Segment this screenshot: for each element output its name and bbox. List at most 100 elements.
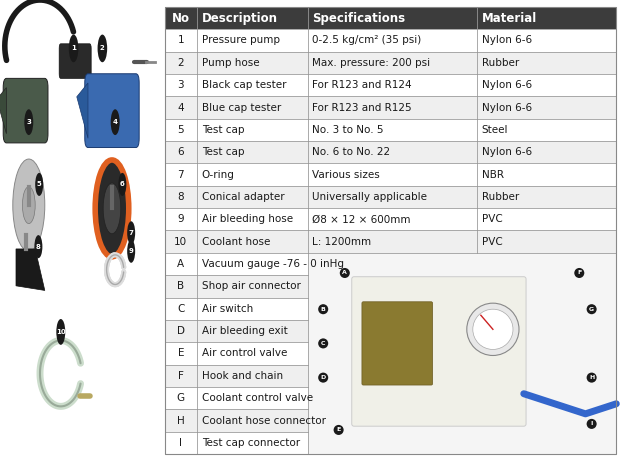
Text: 9: 9: [177, 214, 184, 225]
Bar: [197, 186, 308, 208]
Text: 1: 1: [177, 35, 184, 46]
Bar: [477, 52, 616, 74]
Bar: [197, 119, 308, 141]
Text: Coolant hose: Coolant hose: [202, 236, 270, 247]
Bar: [477, 208, 616, 230]
Bar: [197, 230, 308, 253]
Bar: [197, 74, 308, 96]
Bar: [164, 208, 197, 230]
Bar: [164, 431, 197, 454]
Text: Blue cap tester: Blue cap tester: [202, 102, 281, 112]
Text: Specifications: Specifications: [312, 12, 405, 24]
Text: F: F: [577, 271, 582, 276]
Text: 3: 3: [27, 119, 31, 125]
Text: Steel: Steel: [482, 125, 508, 135]
Bar: [197, 365, 308, 387]
Circle shape: [95, 160, 129, 257]
Text: B: B: [321, 307, 326, 312]
Text: Test cap: Test cap: [202, 147, 244, 157]
Bar: [197, 275, 308, 298]
Bar: [197, 431, 308, 454]
Polygon shape: [16, 249, 45, 290]
Text: Universally applicable: Universally applicable: [312, 192, 427, 202]
Text: Hook and chain: Hook and chain: [202, 371, 283, 381]
Text: PVC: PVC: [482, 236, 503, 247]
FancyBboxPatch shape: [362, 302, 433, 385]
Circle shape: [467, 303, 519, 355]
Text: 7: 7: [177, 170, 184, 180]
Circle shape: [334, 425, 343, 435]
Text: Nylon 6-6: Nylon 6-6: [482, 80, 532, 90]
Text: No. 6 to No. 22: No. 6 to No. 22: [312, 147, 391, 157]
Text: No. 3 to No. 5: No. 3 to No. 5: [312, 125, 384, 135]
Circle shape: [318, 372, 328, 383]
Text: Shop air connector: Shop air connector: [202, 281, 301, 291]
Bar: [308, 164, 477, 186]
Circle shape: [318, 304, 328, 314]
Text: 4: 4: [113, 119, 118, 125]
Bar: [164, 320, 197, 342]
Bar: [308, 141, 477, 164]
Text: L: 1200mm: L: 1200mm: [312, 236, 371, 247]
Text: Coolant control valve: Coolant control valve: [202, 393, 313, 403]
Bar: [164, 119, 197, 141]
Bar: [164, 365, 197, 387]
Bar: [308, 30, 477, 52]
Bar: [197, 7, 308, 30]
Text: 4: 4: [177, 102, 184, 112]
Text: Pressure pump: Pressure pump: [202, 35, 280, 46]
Text: D: D: [177, 326, 185, 336]
Circle shape: [34, 235, 42, 258]
Bar: [477, 30, 616, 52]
Text: 5: 5: [177, 125, 184, 135]
Circle shape: [56, 319, 65, 345]
Bar: [197, 342, 308, 365]
Bar: [164, 74, 197, 96]
Text: G: G: [589, 307, 594, 312]
Text: 2: 2: [177, 58, 184, 68]
FancyBboxPatch shape: [3, 78, 48, 143]
Text: A: A: [342, 271, 347, 276]
Bar: [164, 30, 197, 52]
Text: 2: 2: [100, 45, 105, 52]
Bar: [308, 186, 477, 208]
Text: D: D: [321, 375, 326, 380]
Text: Air switch: Air switch: [202, 304, 253, 314]
Bar: [197, 409, 308, 431]
Bar: [164, 7, 197, 30]
Circle shape: [574, 268, 584, 278]
Circle shape: [118, 173, 126, 196]
Bar: [164, 52, 197, 74]
Text: Max. pressure: 200 psi: Max. pressure: 200 psi: [312, 58, 430, 68]
Text: 10: 10: [174, 236, 187, 247]
Text: Vacuum gauge -76 - 0 inHg: Vacuum gauge -76 - 0 inHg: [202, 259, 343, 269]
Text: NBR: NBR: [482, 170, 504, 180]
Text: 3: 3: [177, 80, 184, 90]
Text: Various sizes: Various sizes: [312, 170, 380, 180]
Text: PVC: PVC: [482, 214, 503, 225]
Text: For R123 and R125: For R123 and R125: [312, 102, 412, 112]
Text: 1: 1: [71, 45, 76, 52]
Text: Nylon 6-6: Nylon 6-6: [482, 35, 532, 46]
Text: Coolant hose connector: Coolant hose connector: [202, 415, 326, 426]
Text: For R123 and R124: For R123 and R124: [312, 80, 412, 90]
Circle shape: [127, 221, 135, 244]
Text: 0-2.5 kg/cm² (35 psi): 0-2.5 kg/cm² (35 psi): [312, 35, 422, 46]
Bar: [197, 141, 308, 164]
Circle shape: [69, 35, 78, 62]
Bar: [308, 208, 477, 230]
Text: 8: 8: [177, 192, 184, 202]
Bar: [308, 74, 477, 96]
Text: B: B: [177, 281, 184, 291]
Text: H: H: [589, 375, 594, 380]
Bar: [308, 119, 477, 141]
Bar: [477, 141, 616, 164]
Bar: [164, 387, 197, 409]
Text: No: No: [172, 12, 190, 24]
Circle shape: [587, 419, 596, 429]
Bar: [308, 253, 616, 454]
FancyBboxPatch shape: [85, 74, 139, 148]
Bar: [197, 164, 308, 186]
Text: Nylon 6-6: Nylon 6-6: [482, 147, 532, 157]
Bar: [477, 230, 616, 253]
